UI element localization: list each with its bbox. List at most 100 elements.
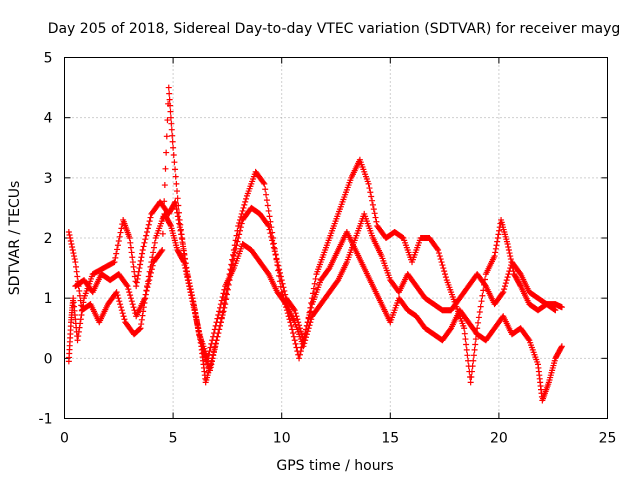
data-point-marker xyxy=(144,225,151,232)
data-point-marker xyxy=(162,165,169,172)
data-point-marker xyxy=(437,256,444,263)
data-point-marker xyxy=(272,251,279,258)
y-tick-label: 0 xyxy=(44,351,53,367)
data-point-marker xyxy=(463,346,470,353)
data-point-marker xyxy=(516,269,523,276)
data-point-marker xyxy=(505,271,512,278)
data-point-marker xyxy=(229,256,236,263)
data-point-marker xyxy=(232,245,239,252)
data-point-marker xyxy=(124,283,131,290)
data-point-marker xyxy=(170,144,177,151)
data-point-marker xyxy=(67,238,74,245)
data-point-marker xyxy=(171,159,178,166)
data-point-marker xyxy=(75,328,82,335)
data-point-marker xyxy=(167,114,174,121)
data-point-marker xyxy=(146,277,153,284)
data-point-marker xyxy=(143,232,150,239)
data-point-marker xyxy=(309,290,316,297)
data-points xyxy=(65,84,565,404)
data-point-marker xyxy=(138,316,145,323)
data-point-marker xyxy=(74,273,81,280)
data-point-marker xyxy=(269,237,276,244)
data-point-marker xyxy=(141,295,148,302)
data-point-marker xyxy=(507,253,514,260)
data-point-marker xyxy=(126,235,133,241)
data-point-marker xyxy=(159,247,166,254)
data-point-marker xyxy=(464,352,471,359)
data-point-marker xyxy=(504,241,511,248)
data-point-marker xyxy=(308,316,315,323)
data-point-marker xyxy=(165,84,172,91)
data-point-marker xyxy=(435,247,442,254)
data-point-marker xyxy=(368,193,375,200)
data-point-marker xyxy=(150,249,157,256)
data-point-marker xyxy=(263,191,270,198)
data-point-marker xyxy=(505,247,512,254)
data-point-marker xyxy=(503,277,510,284)
data-point-marker xyxy=(243,195,250,202)
data-point-marker xyxy=(507,256,514,263)
data-point-marker xyxy=(312,275,319,282)
data-point-marker xyxy=(144,228,151,235)
data-point-marker xyxy=(277,283,284,290)
data-point-marker xyxy=(492,245,499,252)
data-point-marker xyxy=(117,229,124,236)
y-tick-label: 5 xyxy=(44,51,53,67)
data-point-marker xyxy=(187,283,194,290)
x-axis-label: GPS time / hours xyxy=(276,458,393,474)
data-point-marker xyxy=(502,280,509,287)
data-point-marker xyxy=(264,221,271,228)
data-point-marker xyxy=(270,241,277,248)
data-point-marker xyxy=(139,250,146,257)
data-point-marker xyxy=(188,289,195,296)
data-point-marker xyxy=(310,285,317,292)
data-point-marker xyxy=(139,247,146,254)
data-point-marker xyxy=(220,290,227,297)
data-point-marker xyxy=(366,185,373,192)
data-point-marker xyxy=(282,291,289,298)
data-point-marker xyxy=(212,340,219,347)
data-point-marker xyxy=(77,297,84,304)
data-point-marker xyxy=(186,280,193,287)
data-point-marker xyxy=(68,241,75,248)
data-point-marker xyxy=(129,301,136,308)
data-point-marker xyxy=(308,304,315,311)
data-point-marker xyxy=(373,218,380,225)
data-point-marker xyxy=(242,198,249,205)
data-point-marker xyxy=(140,308,147,315)
data-point-marker xyxy=(142,236,149,243)
data-point-marker xyxy=(121,316,128,323)
data-point-marker xyxy=(173,206,180,213)
data-point-marker xyxy=(499,290,506,297)
data-point-marker xyxy=(472,341,479,348)
data-point-marker xyxy=(305,315,312,322)
data-point-marker xyxy=(236,231,243,238)
data-point-marker xyxy=(552,307,559,314)
data-point-marker xyxy=(72,259,79,266)
data-point-marker xyxy=(218,297,225,304)
data-point-marker xyxy=(434,245,441,252)
data-point-marker xyxy=(334,278,341,285)
data-point-marker xyxy=(139,312,146,319)
y-tick-label: 3 xyxy=(44,171,53,187)
x-tick-label: 15 xyxy=(381,431,399,447)
data-point-marker xyxy=(525,336,532,343)
data-point-marker xyxy=(191,305,198,312)
data-point-marker xyxy=(110,259,117,266)
plot-frame xyxy=(64,57,608,419)
data-point-marker xyxy=(181,250,188,257)
data-point-marker xyxy=(208,361,215,368)
data-point-marker xyxy=(260,179,267,186)
data-point-marker xyxy=(235,235,242,241)
data-point-marker xyxy=(268,233,275,240)
data-point-marker xyxy=(147,269,154,276)
data-point-marker xyxy=(189,295,196,302)
data-point-marker xyxy=(71,256,78,263)
data-point-marker xyxy=(183,265,190,272)
data-point-marker xyxy=(75,333,82,340)
data-point-marker xyxy=(129,254,136,261)
data-point-marker xyxy=(290,333,297,340)
data-point-marker xyxy=(160,214,167,221)
data-point-marker xyxy=(178,231,185,238)
chart-title: Day 205 of 2018, Sidereal Day-to-day VTE… xyxy=(48,21,621,37)
